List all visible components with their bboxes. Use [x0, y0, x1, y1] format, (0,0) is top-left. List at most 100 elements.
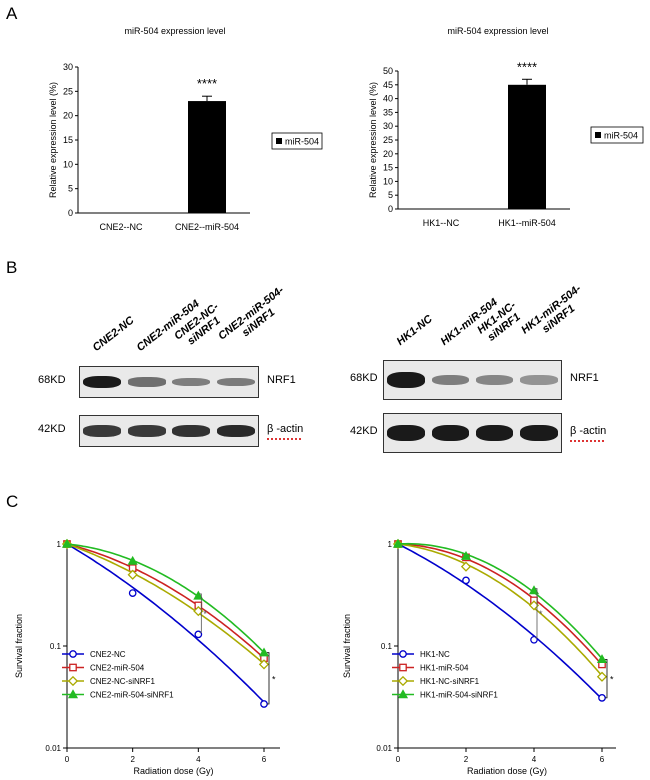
bar-chart-hk1: miR-504 expression level 0 5 10 15 20 25 30 35 40… [368, 26, 644, 228]
y-axis-label: Survival fraction [342, 614, 352, 678]
survival-chart-cne2: 1 0.1 0.01 0 2 4 6 Radiation dose (Gy) Survival … [14, 538, 280, 776]
panel-label-b: B [6, 258, 18, 277]
legend-label: CNE2-miR-504 [90, 664, 145, 673]
lane-label: HK1-miR-504- siNRF1 [520, 283, 592, 346]
significance-bracket [267, 652, 270, 705]
data-point [596, 654, 608, 664]
data-point [598, 694, 606, 702]
y-tick-label: 25 [383, 135, 393, 145]
legend-label: HK1-NC [420, 650, 450, 659]
x-axis-label: Radiation dose (Gy) [467, 766, 547, 776]
x-tick-label: 0 [65, 755, 70, 764]
significance-label: * [610, 675, 614, 685]
y-tick-label: 45 [383, 80, 393, 90]
x-tick-label: 4 [196, 755, 201, 764]
data-point [127, 569, 138, 580]
lane-label: HK1-NC [394, 313, 434, 348]
protein-label: NRF1 [570, 372, 599, 384]
y-tick-label: 20 [63, 111, 73, 121]
bar-chart-title: miR-504 expression level [124, 26, 225, 36]
significance-bracket [535, 588, 538, 639]
y-tick-label: 35 [383, 107, 393, 117]
lane-label: CNE2-miR-504- siNRF1 [216, 284, 293, 352]
western-blot-hk1: HK1-NC HK1-miR-504 HK1-NC-siNRF1 HK1-miR-50… [330, 270, 650, 470]
spellcheck-underline [267, 438, 301, 440]
panel-label-a: A [6, 4, 18, 23]
y-tick-label: 20 [383, 149, 393, 159]
series-line [397, 542, 603, 660]
data-point [397, 675, 409, 687]
protein-band [127, 377, 166, 387]
series-line [397, 543, 603, 700]
legend-label: CNE2-NC [90, 650, 126, 659]
data-point [596, 671, 608, 682]
protein-band [216, 425, 255, 437]
x-tick-label: 4 [532, 755, 537, 764]
molecular-weight-label: 68KD [38, 374, 66, 386]
y-tick-label: 0.1 [50, 642, 62, 651]
x-tick-label: 0 [396, 755, 401, 764]
y-tick-label: 0.01 [45, 744, 61, 753]
significance-label: * [203, 609, 207, 619]
series-line [397, 543, 603, 677]
significance-label: * [272, 674, 276, 684]
data-point [460, 561, 472, 572]
legend-label: miR-504 [285, 137, 319, 147]
data-point [127, 555, 138, 565]
molecular-weight-label: 42KD [38, 423, 66, 435]
legend-label: miR-504 [604, 131, 638, 141]
data-point [260, 700, 268, 708]
blot-strip [79, 415, 259, 447]
survival-chart-hk1: 1 0.1 0.01 0 2 4 6 Radiation dose (Gy) Survival … [342, 538, 616, 776]
legend-swatch [595, 132, 601, 138]
y-axis-label: Relative expression level (%) [368, 82, 378, 198]
x-tick-label: CNE2--NC [99, 222, 143, 232]
protein-band [83, 425, 122, 437]
data-point [193, 590, 204, 600]
protein-label: β -actin [570, 425, 607, 437]
data-point [460, 550, 472, 560]
data-point [258, 647, 270, 657]
significance-bracket [199, 593, 202, 633]
data-point [397, 689, 409, 699]
protein-band [431, 374, 470, 386]
lane-label: CNE2-NC [90, 314, 136, 354]
y-tick-label: 10 [63, 159, 73, 169]
significance-label: **** [197, 76, 217, 91]
y-tick-label: 5 [388, 190, 393, 200]
y-tick-label: 5 [68, 184, 73, 194]
legend-label: HK1-NC-siNRF1 [420, 677, 480, 686]
x-tick-label: HK1--NC [423, 218, 460, 228]
protein-band [431, 425, 470, 441]
y-tick-label: 10 [383, 176, 393, 186]
series-line [66, 543, 265, 703]
data-point [392, 538, 404, 548]
legend-box [590, 126, 644, 144]
legend-box [271, 132, 323, 150]
lane-label-line: CNE2-NC [90, 314, 137, 354]
protein-band [387, 425, 425, 441]
data-point [528, 585, 540, 595]
legend-label: CNE2-NC-siNRF1 [90, 677, 155, 686]
data-point [258, 659, 270, 670]
legend-label: HK1-miR-504-siNRF1 [420, 691, 498, 700]
protein-band [475, 374, 514, 386]
protein-band [520, 375, 558, 385]
y-tick-label: 1 [57, 540, 62, 549]
x-tick-label: CNE2--miR-504 [175, 222, 239, 232]
y-axis-label: Survival fraction [14, 614, 24, 678]
data-point [462, 576, 470, 585]
y-tick-label: 0 [388, 204, 393, 214]
data-point [67, 689, 79, 699]
y-tick-label: 30 [63, 62, 73, 72]
y-tick-label: 30 [383, 121, 393, 131]
y-tick-label: 15 [63, 135, 73, 145]
data-point [399, 650, 407, 658]
data-point [67, 675, 79, 687]
protein-band [216, 377, 255, 387]
panel-label-c: C [6, 492, 19, 511]
x-tick-label: HK1--miR-504 [498, 218, 556, 228]
data-point [530, 635, 538, 644]
legend-label: CNE2-miR-504-siNRF1 [90, 691, 174, 700]
y-tick-label: 15 [383, 163, 393, 173]
